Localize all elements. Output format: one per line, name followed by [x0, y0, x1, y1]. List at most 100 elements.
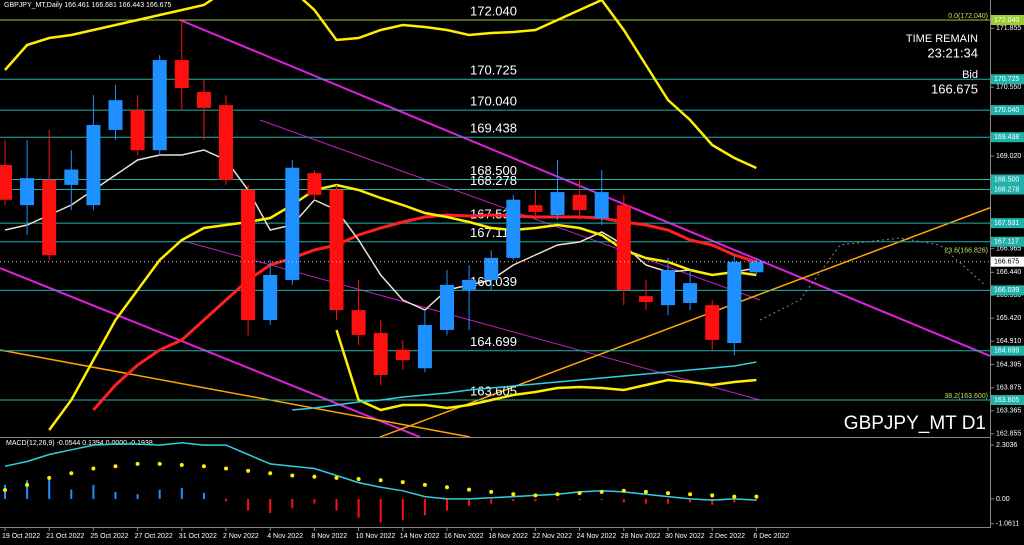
x-tick-label: 2 Nov 2022	[223, 533, 259, 540]
candle-body	[351, 310, 366, 335]
macd-signal-dot	[268, 471, 273, 476]
level-tag	[991, 74, 1024, 85]
candle-body	[727, 261, 742, 344]
x-tick-label: 24 Nov 2022	[577, 533, 617, 540]
macd-signal-dot	[754, 494, 759, 499]
candle-body	[174, 60, 189, 89]
macd-signal-dot	[334, 475, 339, 480]
macd-signal-dot	[732, 494, 737, 499]
x-tick-label: 27 Oct 2022	[135, 533, 173, 540]
bid: 166.675	[931, 81, 978, 96]
macd-signal-dot	[356, 477, 361, 482]
trendline	[0, 349, 471, 437]
candle-body	[64, 169, 79, 185]
candle-body	[373, 333, 388, 376]
level-tag-label: 168.500	[994, 176, 1019, 183]
macd-signal-dot	[290, 473, 295, 478]
macd-signal-dot	[599, 489, 604, 494]
macd-signal-dot	[25, 482, 30, 487]
y-tick-label: 166.440	[996, 269, 1021, 276]
indicator-line	[48, 183, 757, 431]
trendline	[179, 239, 761, 401]
x-tick-label: 16 Nov 2022	[444, 533, 484, 540]
x-tick-label: 25 Oct 2022	[90, 533, 128, 540]
macd-signal-dot	[69, 471, 74, 476]
y-tick-label: 163.365	[996, 408, 1021, 415]
level-label: 169.438	[470, 121, 517, 136]
candle-body	[329, 189, 344, 311]
bid-tag	[991, 256, 1024, 267]
macd-y-tick-label: 2.3036	[996, 442, 1018, 449]
level-tag	[991, 345, 1024, 356]
y-tick-label: 165.930	[996, 292, 1021, 299]
candle-body	[219, 105, 233, 180]
bid-label: Bid	[962, 69, 978, 81]
macd-signal-dot	[201, 464, 206, 469]
level-label: 168.500	[470, 163, 517, 178]
level-tag	[991, 174, 1024, 185]
level-tag-label: 163.605	[994, 397, 1019, 404]
x-tick-label: 10 Nov 2022	[356, 533, 396, 540]
y-tick-label: 166.965	[996, 245, 1021, 252]
y-tick-label: 170.550	[996, 84, 1021, 91]
x-tick-label: 18 Nov 2022	[488, 533, 528, 540]
macd-signal-dot	[422, 482, 427, 487]
macd-signal-dot	[489, 489, 494, 494]
level-tag-label: 167.531	[994, 220, 1019, 227]
x-tick-label: 19 Oct 2022	[2, 533, 40, 540]
candle-body	[196, 92, 211, 108]
macd-signal-dot	[47, 475, 52, 480]
x-tick-label: 22 Nov 2022	[532, 533, 572, 540]
trendline	[379, 206, 990, 437]
macd-signal-dot	[533, 493, 538, 498]
time-remain: 23:21:34	[927, 45, 978, 60]
level-label: 172.040	[470, 3, 517, 18]
y-tick-label: 163.875	[996, 385, 1021, 392]
candle-body	[108, 100, 123, 130]
macd-y-tick-label: -1.0611	[996, 521, 1019, 528]
level-tag-label: 170.040	[994, 107, 1019, 114]
trendline	[179, 19, 990, 357]
candle-body	[484, 257, 499, 280]
level-label: 168.278	[470, 173, 517, 188]
candle-body	[749, 261, 764, 273]
macd-signal-dot	[445, 485, 449, 490]
macd-signal-dot	[666, 491, 670, 496]
y-tick-label: 164.395	[996, 361, 1021, 368]
candle-body	[550, 192, 565, 216]
macd-y-tick-label: 0.00	[996, 496, 1010, 503]
level-tag	[991, 218, 1024, 229]
macd-signal-dot	[179, 463, 184, 468]
macd-signal-dot	[621, 488, 626, 493]
indicator-line	[292, 361, 757, 411]
level-tag-label: 164.699	[994, 348, 1019, 355]
level-label: 170.725	[470, 63, 517, 78]
macd-signal-dot	[643, 489, 648, 494]
candle-body	[263, 274, 278, 321]
candle-body	[440, 284, 454, 330]
time-remain-label: TIME REMAIN	[906, 33, 978, 45]
macd-signal-dot	[312, 474, 317, 479]
macd-pane	[3, 442, 759, 523]
level-label: 166.039	[470, 274, 517, 289]
level-label: 164.699	[470, 334, 517, 349]
macd-signal-dot	[378, 478, 383, 483]
macd-signal-dot	[467, 487, 472, 492]
level-tag-label: 166.039	[994, 287, 1019, 294]
candle-body	[42, 179, 57, 256]
indicator-line	[4, 0, 757, 170]
candle-body	[417, 325, 432, 369]
macd-signal-dot	[3, 488, 7, 493]
candle-body	[285, 167, 300, 280]
level-tag-label: 170.725	[994, 76, 1019, 83]
x-tick-label: 14 Nov 2022	[400, 533, 440, 540]
x-tick-label: 28 Nov 2022	[621, 533, 661, 540]
x-tick-label: 6 Dec 2022	[753, 533, 789, 540]
trendline	[0, 267, 421, 437]
macd-signal-dot	[113, 464, 118, 469]
symbol-label: GBPJPY_MT D1	[844, 413, 986, 434]
macd-signal-dot	[400, 480, 405, 485]
candle-body	[506, 199, 521, 258]
macd-signal-dot	[91, 466, 96, 471]
x-tick-label: 31 Oct 2022	[179, 533, 217, 540]
